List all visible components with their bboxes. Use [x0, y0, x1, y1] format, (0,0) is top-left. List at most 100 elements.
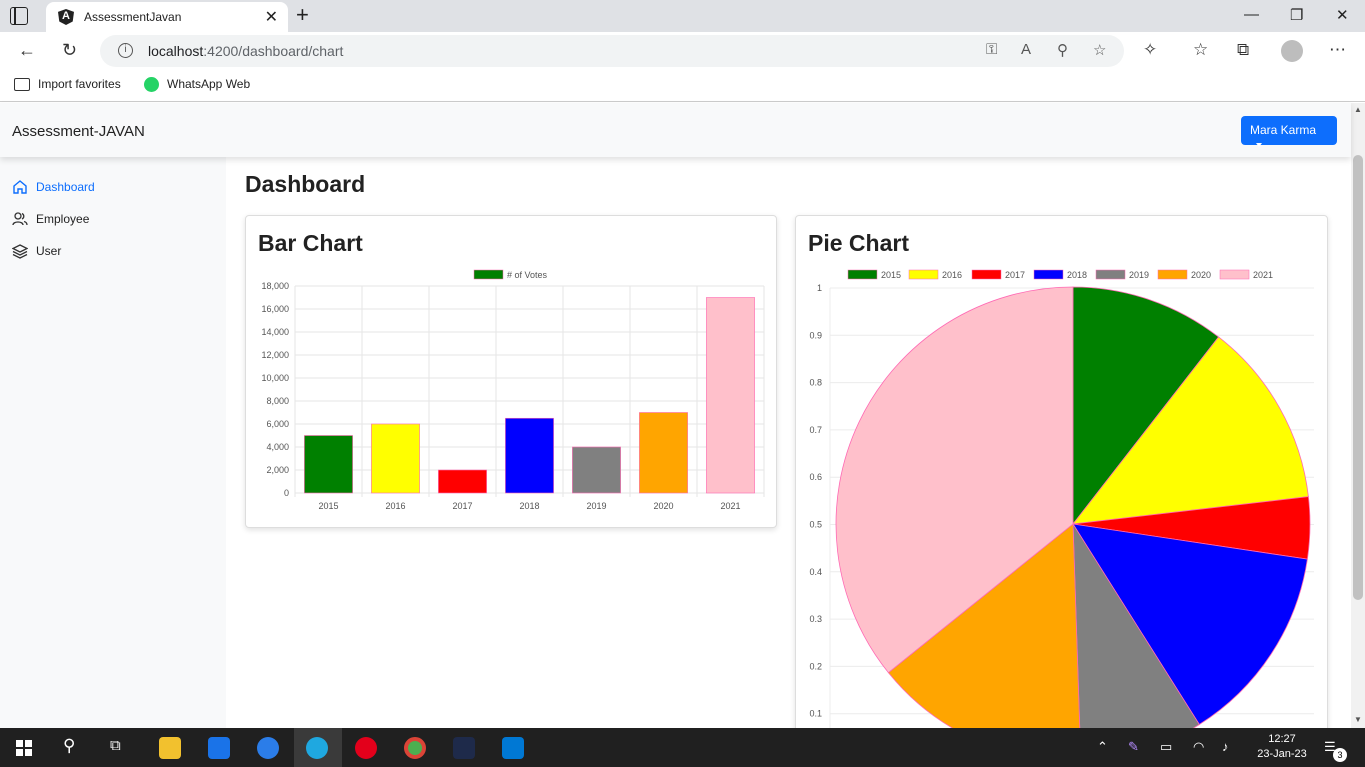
bar [639, 412, 688, 494]
profile-avatar[interactable] [1281, 40, 1303, 62]
key-icon[interactable]: ⚿ [986, 41, 998, 58]
tab-title: AssessmentJavan [84, 10, 182, 24]
bar [438, 469, 487, 494]
bookmark-whatsapp[interactable]: WhatsApp Web [167, 77, 251, 91]
x-tick-label: 2016 [385, 501, 405, 511]
y-tick-label: 12,000 [261, 350, 289, 360]
browser-tab[interactable]: AssessmentJavan ✕ [46, 2, 288, 32]
pie-slice [887, 523, 1081, 728]
taskbar-clock[interactable]: 12:27 23-Jan-23 [1250, 732, 1314, 762]
legend-label: # of Votes [507, 270, 548, 280]
y-tick-label: 16,000 [261, 304, 289, 314]
mail-icon[interactable] [208, 737, 230, 759]
sidebar-item-employee[interactable]: Employee [12, 211, 89, 227]
chrome-icon[interactable] [404, 737, 426, 759]
x-tick-label: 2020 [653, 501, 673, 511]
powershell-icon[interactable] [453, 737, 475, 759]
search-icon[interactable]: ⚲ [63, 736, 76, 755]
bar [706, 297, 755, 494]
y-tick-label: 0.7 [809, 425, 822, 435]
y-tick-label: 8,000 [266, 396, 289, 406]
url-input[interactable]: i localhost:4200/dashboard/chart ⚿ A ⚲ ☆ [100, 35, 1124, 67]
y-tick-label: 0 [284, 488, 289, 498]
vscode-icon[interactable] [502, 737, 524, 759]
x-tick-label: 2021 [720, 501, 740, 511]
close-tab-icon[interactable]: ✕ [264, 9, 278, 26]
read-aloud-icon[interactable]: A [1021, 41, 1032, 58]
y-tick-label: 4,000 [266, 442, 289, 452]
y-tick-label: 0.8 [809, 378, 822, 388]
bar [572, 446, 621, 494]
page-scrollbar[interactable]: ▲ ▼ [1351, 103, 1365, 728]
scroll-thumb[interactable] [1353, 155, 1363, 600]
legend-swatch [473, 269, 504, 280]
y-tick-label: 0.9 [809, 330, 822, 340]
site-info-icon[interactable]: i [118, 43, 133, 58]
clock-date: 23-Jan-23 [1257, 748, 1307, 760]
refresh-icon[interactable]: ↻ [62, 40, 78, 60]
favorites-icon[interactable]: ☆ [1193, 40, 1209, 59]
battery-icon[interactable]: ▭ [1160, 739, 1173, 754]
y-tick-label: 0.4 [809, 567, 822, 577]
y-tick-label: 1 [817, 283, 822, 293]
wifi-icon[interactable]: ◠ [1193, 739, 1205, 754]
close-window-icon[interactable]: ✕ [1336, 7, 1349, 24]
y-tick-label: 18,000 [261, 281, 289, 291]
pie-chart-title: Pie Chart [808, 230, 909, 256]
minimize-icon[interactable]: — [1244, 6, 1259, 23]
back-icon[interactable]: ← [18, 40, 36, 60]
main-content: Dashboard Bar Chart # of Votes 0 2,000 4,00… [226, 157, 1351, 728]
user-name: Mara Karma [1250, 123, 1317, 137]
user-menu-button[interactable]: Mara Karma [1241, 116, 1337, 147]
pie-slice [1072, 523, 1308, 726]
edge-icon[interactable] [306, 737, 328, 759]
layers-icon [12, 244, 28, 259]
legend-swatch [847, 269, 878, 280]
scroll-up-icon[interactable]: ▲ [1354, 105, 1362, 114]
brand-title[interactable]: Assessment-JAVAN [12, 123, 145, 140]
whatsapp-icon [144, 77, 159, 92]
legend-swatch [1219, 269, 1250, 280]
x-tick-label: 2018 [519, 501, 539, 511]
legend-label: 2021 [1253, 270, 1273, 280]
y-tick-label: 14,000 [261, 327, 289, 337]
legend-swatch [1095, 269, 1126, 280]
task-view-icon[interactable]: ⧉ [110, 737, 121, 754]
legend-label: 2018 [1067, 270, 1087, 280]
notifications-icon[interactable]: ☰ [1324, 739, 1336, 754]
users-icon [12, 212, 28, 226]
legend-swatch [1033, 269, 1064, 280]
chevron-up-icon[interactable]: ⌃ [1097, 739, 1108, 754]
zoom-icon[interactable]: ⚲ [1057, 42, 1068, 59]
firefox-icon[interactable] [257, 737, 279, 759]
windows-start-icon[interactable] [16, 740, 32, 756]
tab-actions-icon[interactable] [10, 7, 28, 25]
pen-icon[interactable]: ✎ [1128, 739, 1139, 754]
new-tab-icon[interactable]: + [296, 2, 309, 27]
volume-icon[interactable]: ♪ [1222, 739, 1229, 754]
extensions-icon[interactable]: ✧ [1143, 40, 1158, 59]
legend-swatch [1157, 269, 1188, 280]
y-tick-label: 0.1 [809, 709, 822, 719]
bar [371, 423, 420, 494]
legend-swatch [971, 269, 1002, 280]
legend-label: 2019 [1129, 270, 1149, 280]
sidebar-item-user[interactable]: User [12, 243, 61, 259]
more-icon[interactable]: ⋯ [1329, 40, 1346, 59]
sidebar-item-dashboard[interactable]: Dashboard [12, 179, 95, 195]
add-favorite-icon[interactable]: ☆ [1093, 42, 1107, 59]
import-favorites-icon [14, 78, 30, 91]
scroll-down-icon[interactable]: ▼ [1354, 715, 1362, 724]
y-tick-label: 2,000 [266, 465, 289, 475]
home-icon [13, 180, 27, 194]
browser-tab-bar: AssessmentJavan ✕ + — ❐ ✕ [0, 0, 1365, 32]
pie-slice [1072, 522, 1200, 728]
y-tick-label: 0.2 [809, 661, 822, 671]
restore-icon[interactable]: ❐ [1290, 7, 1304, 24]
y-tick-label: 10,000 [261, 373, 289, 383]
bookmark-import-favorites[interactable]: Import favorites [38, 77, 121, 91]
file-explorer-icon[interactable] [159, 737, 181, 759]
url-text: localhost:4200/dashboard/chart [148, 43, 343, 59]
opera-icon[interactable] [355, 737, 377, 759]
collections-icon[interactable]: ⧉ [1237, 40, 1250, 59]
